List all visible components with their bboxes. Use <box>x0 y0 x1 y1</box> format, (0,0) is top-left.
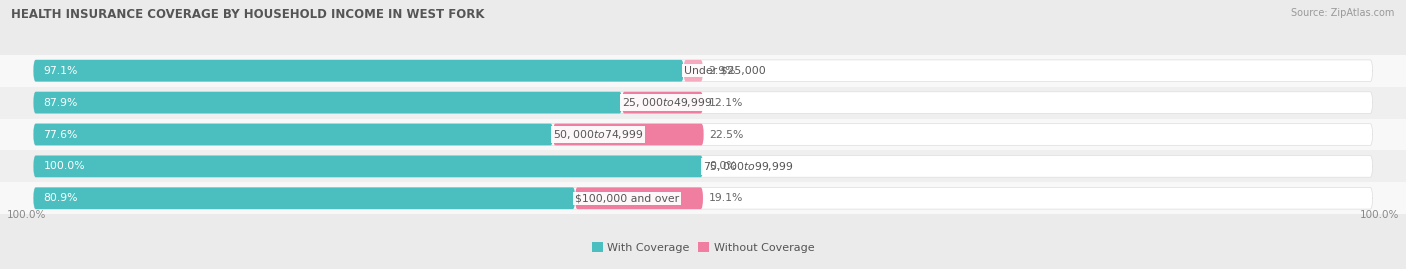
Text: 22.5%: 22.5% <box>709 129 744 140</box>
Bar <box>0 150 1406 182</box>
FancyBboxPatch shape <box>34 60 1372 82</box>
Legend: With Coverage, Without Coverage: With Coverage, Without Coverage <box>592 242 814 253</box>
FancyBboxPatch shape <box>34 92 1372 114</box>
Text: 80.9%: 80.9% <box>44 193 77 203</box>
Text: HEALTH INSURANCE COVERAGE BY HOUSEHOLD INCOME IN WEST FORK: HEALTH INSURANCE COVERAGE BY HOUSEHOLD I… <box>11 8 485 21</box>
Text: 12.1%: 12.1% <box>709 98 742 108</box>
FancyBboxPatch shape <box>683 60 703 82</box>
Bar <box>0 87 1406 119</box>
FancyBboxPatch shape <box>621 92 703 114</box>
FancyBboxPatch shape <box>575 187 703 209</box>
FancyBboxPatch shape <box>34 187 575 209</box>
FancyBboxPatch shape <box>34 187 1372 209</box>
Text: $25,000 to $49,999: $25,000 to $49,999 <box>621 96 713 109</box>
Text: 0.0%: 0.0% <box>710 161 737 171</box>
FancyBboxPatch shape <box>34 155 1372 177</box>
FancyBboxPatch shape <box>34 124 1372 145</box>
Text: 87.9%: 87.9% <box>44 98 77 108</box>
Text: 97.1%: 97.1% <box>44 66 77 76</box>
FancyBboxPatch shape <box>34 60 683 82</box>
Text: 100.0%: 100.0% <box>7 210 46 220</box>
FancyBboxPatch shape <box>553 124 703 145</box>
FancyBboxPatch shape <box>34 124 553 145</box>
Bar <box>0 119 1406 150</box>
Text: $75,000 to $99,999: $75,000 to $99,999 <box>703 160 793 173</box>
Bar <box>0 182 1406 214</box>
Text: 2.9%: 2.9% <box>709 66 735 76</box>
Bar <box>0 55 1406 87</box>
Text: 77.6%: 77.6% <box>44 129 77 140</box>
Text: 19.1%: 19.1% <box>709 193 742 203</box>
Text: $50,000 to $74,999: $50,000 to $74,999 <box>553 128 644 141</box>
FancyBboxPatch shape <box>34 155 703 177</box>
Text: 100.0%: 100.0% <box>44 161 86 171</box>
Text: $100,000 and over: $100,000 and over <box>575 193 679 203</box>
Text: Source: ZipAtlas.com: Source: ZipAtlas.com <box>1291 8 1395 18</box>
FancyBboxPatch shape <box>34 92 621 114</box>
Text: 100.0%: 100.0% <box>1360 210 1399 220</box>
Text: Under $25,000: Under $25,000 <box>683 66 765 76</box>
